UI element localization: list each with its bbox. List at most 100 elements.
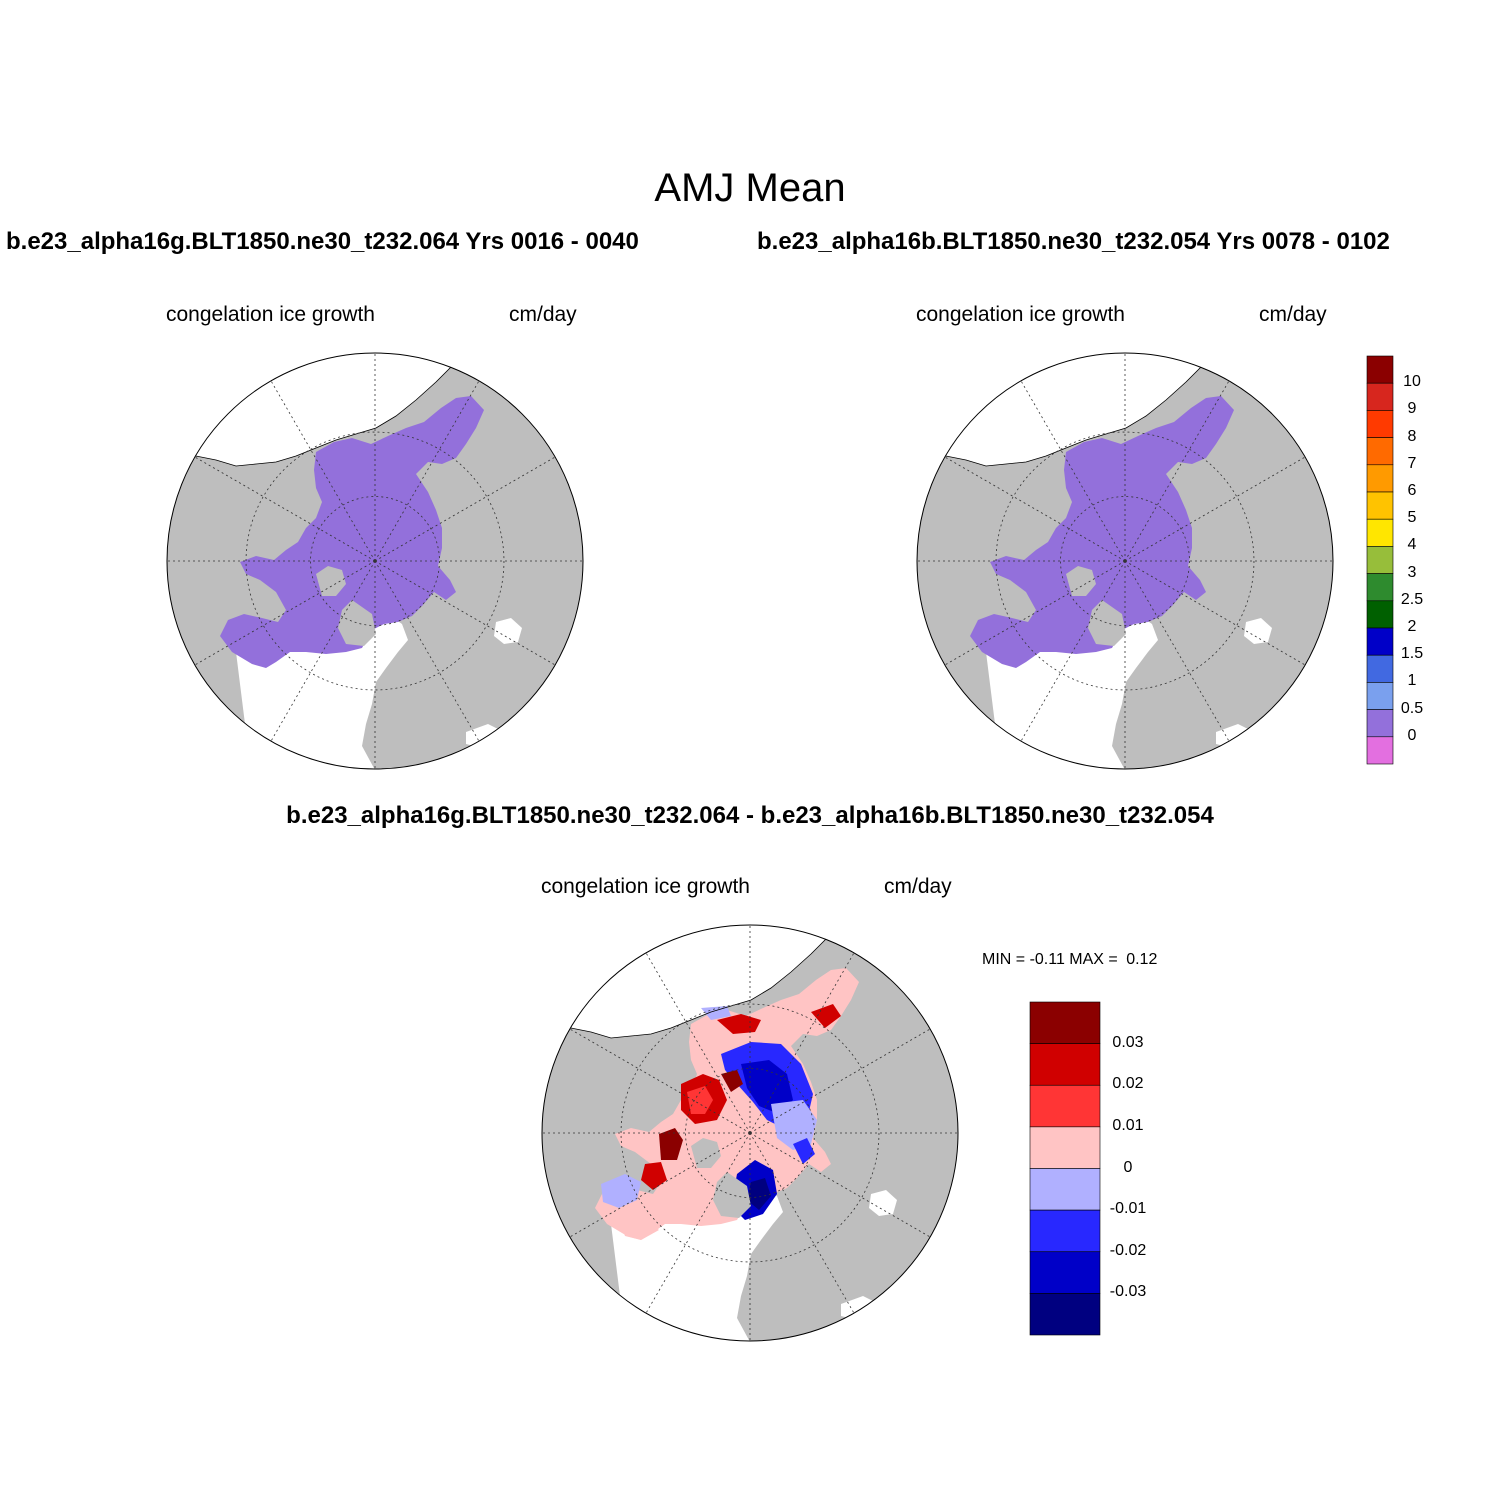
panel1-coastline: [167, 353, 467, 467]
main-colorbar-swatch: [1366, 736, 1394, 765]
main-colorbar-swatch: [1366, 546, 1394, 574]
main-colorbar-tick: 8: [1407, 427, 1417, 445]
main-colorbar-swatch: [1366, 518, 1394, 547]
panel1-map-layers: [167, 353, 583, 769]
main-colorbar-swatch: [1366, 654, 1394, 683]
main-colorbar-swatch: [1366, 491, 1394, 520]
min-label: MIN =: [982, 951, 1030, 968]
difference-colorbar-swatch: [1029, 1084, 1101, 1128]
difference-colorbar: [1029, 1001, 1101, 1336]
main-colorbar-swatch: [1366, 410, 1394, 438]
main-colorbar-tick: 3: [1407, 563, 1417, 581]
main-colorbar-tick: 1: [1407, 672, 1417, 690]
panel1-latitude-circle: [310, 496, 440, 626]
panel1-sea-ice-field: [220, 396, 484, 668]
difference-colorbar-swatch: [1029, 1126, 1101, 1169]
max-label: MAX =: [1069, 951, 1123, 968]
main-colorbar-tick: 0: [1407, 726, 1417, 744]
main-colorbar-swatch: [1366, 464, 1394, 493]
difference-title: b.e23_alpha16g.BLT1850.ne30_t232.064 - b…: [286, 802, 1214, 829]
main-colorbar-swatch: [1366, 627, 1394, 656]
difference-polar-map: [541, 924, 959, 1342]
main-colorbar: [1366, 355, 1394, 765]
difference-map-border: [541, 924, 959, 1342]
difference-diff-patch: [701, 1006, 731, 1020]
panel2-greenland-land: [1088, 600, 1126, 646]
difference-diff-patch: [811, 1004, 841, 1028]
difference-greenland-land: [713, 1172, 751, 1218]
difference-units-label: cm/day: [884, 875, 952, 898]
difference-diff-patch: [687, 1086, 713, 1114]
panel2-latitude-circle: [1060, 496, 1190, 626]
panel2-case-title: b.e23_alpha16b.BLT1850.ne30_t232.054 Yrs…: [757, 228, 1390, 255]
difference-diff-patch: [717, 1014, 761, 1034]
difference-diff-patch: [601, 1174, 641, 1208]
panel2-map-border: [916, 352, 1334, 770]
difference-colorbar-tick: -0.01: [1109, 1200, 1147, 1218]
panel2-units-label: cm/day: [1259, 303, 1327, 326]
main-colorbar-tick: 10: [1403, 373, 1421, 391]
difference-map-layers: [542, 925, 958, 1341]
difference-colorbar-swatch: [1029, 1043, 1101, 1086]
difference-baffin-land: [691, 1138, 721, 1168]
difference-colorbar-tick: 0.02: [1112, 1075, 1144, 1093]
panel2-sea-ice-field: [970, 396, 1234, 668]
difference-colorbar-tick: 0: [1123, 1158, 1133, 1176]
difference-colorbar-tick: -0.02: [1109, 1241, 1147, 1259]
panel1-map-border: [166, 352, 584, 770]
main-colorbar-tick: 5: [1407, 509, 1417, 527]
panel1-baffin-land: [316, 566, 346, 596]
panel2-polar-map: [916, 352, 1334, 770]
panel1-variable-label: congelation ice growth: [166, 303, 375, 326]
difference-diff-patch: [771, 1100, 817, 1150]
panel1-greenland-land: [338, 600, 376, 646]
panel1-latitude-circle: [245, 431, 505, 691]
main-colorbar-tick: 2: [1407, 618, 1417, 635]
difference-colorbar-swatch: [1029, 1168, 1101, 1211]
panel2-coastline: [917, 353, 1217, 467]
difference-variable-label: congelation ice growth: [541, 875, 750, 898]
panel2-caspian-sea: [1244, 618, 1272, 644]
difference-colorbar-tick: 0.01: [1112, 1116, 1144, 1134]
difference-diff-patch: [659, 1128, 683, 1160]
main-colorbar-tick: 2.5: [1400, 590, 1424, 608]
main-colorbar-swatch: [1366, 600, 1394, 629]
difference-colorbar-tick: -0.03: [1109, 1283, 1147, 1301]
main-colorbar-tick: 9: [1407, 400, 1417, 418]
panel1-polar-map: [166, 352, 584, 770]
main-colorbar-tick: 7: [1407, 454, 1417, 472]
difference-colorbar-swatch: [1029, 1293, 1101, 1336]
difference-coastline: [542, 925, 842, 1039]
panel2-variable-label: congelation ice growth: [916, 303, 1125, 326]
panel1-case-title: b.e23_alpha16g.BLT1850.ne30_t232.064 Yrs…: [6, 228, 639, 255]
difference-colorbar-tick: 0.03: [1112, 1033, 1144, 1051]
main-colorbar-swatch: [1366, 355, 1394, 384]
main-colorbar-swatch: [1366, 709, 1394, 738]
page-title: AMJ Mean: [654, 166, 846, 210]
difference-caspian-sea: [869, 1190, 897, 1216]
difference-diff-patch: [721, 1070, 743, 1092]
min-value: -0.11: [1029, 951, 1065, 968]
difference-diff-patch: [621, 1220, 659, 1240]
main-colorbar-swatch: [1366, 573, 1394, 602]
main-colorbar-tick: 0.5: [1400, 699, 1424, 717]
difference-diff-patch: [741, 1060, 793, 1114]
panel1-units-label: cm/day: [509, 303, 577, 326]
difference-latitude-circle: [620, 1003, 880, 1263]
main-colorbar-tick: 1.5: [1400, 645, 1424, 663]
panel2-map-layers: [917, 353, 1333, 769]
difference-colorbar-swatch: [1029, 1001, 1101, 1044]
main-colorbar-swatch: [1366, 437, 1394, 466]
panel1-caspian-sea: [494, 618, 522, 644]
difference-min-max: MIN = -0.11 MAX = 0.12: [982, 951, 1157, 969]
panel2-baffin-land: [1066, 566, 1096, 596]
main-colorbar-tick: 6: [1407, 482, 1417, 499]
difference-diff-patch: [747, 1178, 771, 1210]
difference-diff-patch: [641, 1162, 667, 1190]
main-colorbar-tick: 4: [1407, 536, 1417, 554]
main-colorbar-swatch: [1366, 682, 1394, 710]
max-value: 0.12: [1126, 951, 1158, 968]
difference-colorbar-swatch: [1029, 1209, 1101, 1253]
difference-colorbar-swatch: [1029, 1251, 1101, 1294]
difference-latitude-circle: [685, 1068, 815, 1198]
